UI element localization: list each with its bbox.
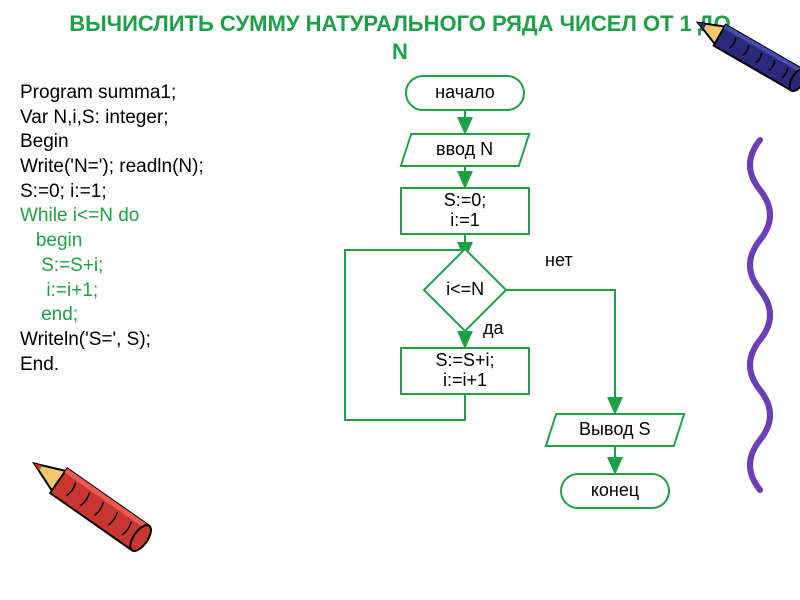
flow-start-label: начало <box>435 83 495 103</box>
code-line: Begin <box>20 130 310 155</box>
code-line: Write('N='); readln(N); <box>20 155 310 180</box>
flow-arrows <box>310 75 780 545</box>
flow-decision-label: i<=N <box>446 280 484 300</box>
code-line: S:=0; i:=1; <box>20 180 310 205</box>
yes-label: да <box>483 318 504 339</box>
flow-init-label: S:=0;i:=1 <box>444 191 487 231</box>
flow-start: начало <box>405 75 525 111</box>
flow-output: Вывод S <box>544 413 685 447</box>
code-line: Program summa1; <box>20 81 310 106</box>
code-line: Writeln('S=', S); <box>20 328 310 353</box>
code-line: Var N,i,S: integer; <box>20 106 310 131</box>
code-line: begin <box>20 229 310 254</box>
flow-init: S:=0;i:=1 <box>400 187 530 235</box>
code-line: end; <box>20 303 310 328</box>
flow-end-label: конец <box>591 481 639 501</box>
flow-output-label: Вывод S <box>579 420 650 440</box>
no-label: нет <box>545 250 573 271</box>
flow-input: ввод N <box>399 133 530 167</box>
code-line: While i<=N do <box>20 204 310 229</box>
flow-body-label: S:=S+i;i:=i+1 <box>435 351 494 391</box>
code-line: i:=i+1; <box>20 279 310 304</box>
crayon-decor-top-right <box>660 0 800 140</box>
code-line: S:=S+i; <box>20 254 310 279</box>
flow-end: конец <box>560 473 670 509</box>
flow-body: S:=S+i;i:=i+1 <box>400 347 530 395</box>
flow-input-label: ввод N <box>436 140 493 160</box>
code-line: End. <box>20 353 310 378</box>
flowchart: начало ввод N S:=0;i:=1 i<=N S:=S+i;i:=i… <box>310 75 780 545</box>
crayon-decor-bottom-left <box>0 430 170 600</box>
squiggle-decor <box>730 130 790 510</box>
